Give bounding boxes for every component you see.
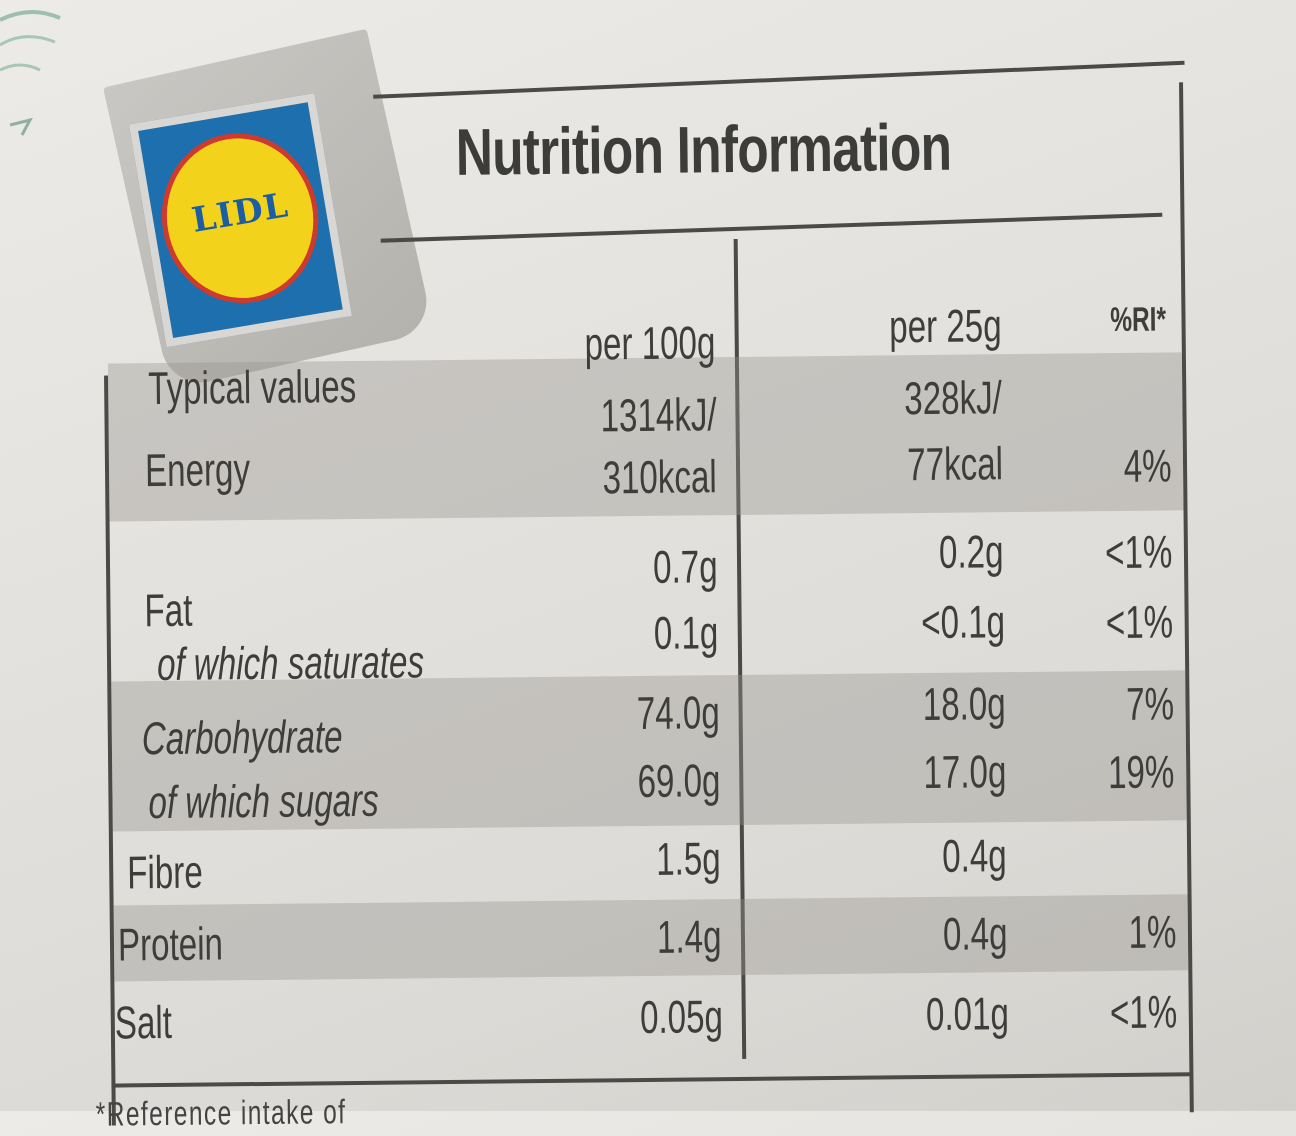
protein-100: 1.4g bbox=[657, 910, 723, 963]
typical-values-label: Typical values bbox=[147, 359, 357, 415]
sugars-label: of which sugars bbox=[148, 773, 379, 829]
energy-kj-100: 1314kJ/ bbox=[600, 388, 717, 442]
footer-rule bbox=[111, 1072, 1192, 1088]
salt-label: Salt bbox=[114, 995, 173, 1049]
sugars-25: 17.0g bbox=[923, 745, 1007, 799]
footnote: *Reference intake of bbox=[95, 1093, 347, 1134]
package-artwork bbox=[0, 9, 61, 136]
logo-text: LIDL bbox=[188, 185, 292, 241]
title: Nutrition Information bbox=[455, 109, 952, 189]
fibre-25: 0.4g bbox=[942, 829, 1008, 882]
protein-label: Protein bbox=[117, 917, 224, 971]
sugars-ri: 19% bbox=[1107, 745, 1175, 799]
fibre-100: 1.5g bbox=[656, 832, 722, 885]
carbohydrate-25: 18.0g bbox=[922, 677, 1006, 731]
energy-kj-25: 328kJ/ bbox=[904, 371, 1003, 425]
carbohydrate-label: Carbohydrate bbox=[141, 710, 343, 765]
fibre-label: Fibre bbox=[126, 845, 203, 899]
fat-ri: <1% bbox=[1104, 525, 1173, 579]
fat-25: 0.2g bbox=[939, 525, 1005, 578]
title-bottom-rule bbox=[380, 212, 1163, 243]
salt-25: 0.01g bbox=[925, 987, 1010, 1041]
lidl-logo: LIDL bbox=[128, 93, 352, 348]
carbohydrate-ri: 7% bbox=[1125, 677, 1174, 730]
saturates-100: 0.1g bbox=[654, 606, 720, 659]
energy-kcal-25: 77kcal bbox=[907, 437, 1004, 491]
energy-label: Energy bbox=[144, 443, 251, 497]
col-ri: %RI* bbox=[1109, 300, 1166, 340]
salt-100: 0.05g bbox=[639, 990, 724, 1044]
salt-ri: <1% bbox=[1109, 985, 1178, 1039]
carbohydrate-100: 74.0g bbox=[636, 686, 720, 740]
saturates-25: <0.1g bbox=[920, 595, 1005, 649]
col-per-100g: per 100g bbox=[584, 316, 716, 370]
saturates-label: of which saturates bbox=[156, 635, 425, 691]
fat-100: 0.7g bbox=[653, 540, 719, 593]
col-per-25g: per 25g bbox=[888, 299, 1002, 353]
band-protein bbox=[113, 894, 1189, 982]
logo-circle: LIDL bbox=[149, 121, 332, 316]
protein-25: 0.4g bbox=[943, 907, 1009, 960]
energy-kcal-100: 310kcal bbox=[602, 450, 718, 504]
saturates-ri: <1% bbox=[1105, 595, 1173, 649]
energy-ri: 4% bbox=[1122, 439, 1172, 492]
fat-label: Fat bbox=[144, 583, 193, 637]
sugars-100: 69.0g bbox=[637, 754, 721, 808]
title-top-rule bbox=[373, 60, 1185, 99]
protein-ri: 1% bbox=[1127, 905, 1177, 958]
